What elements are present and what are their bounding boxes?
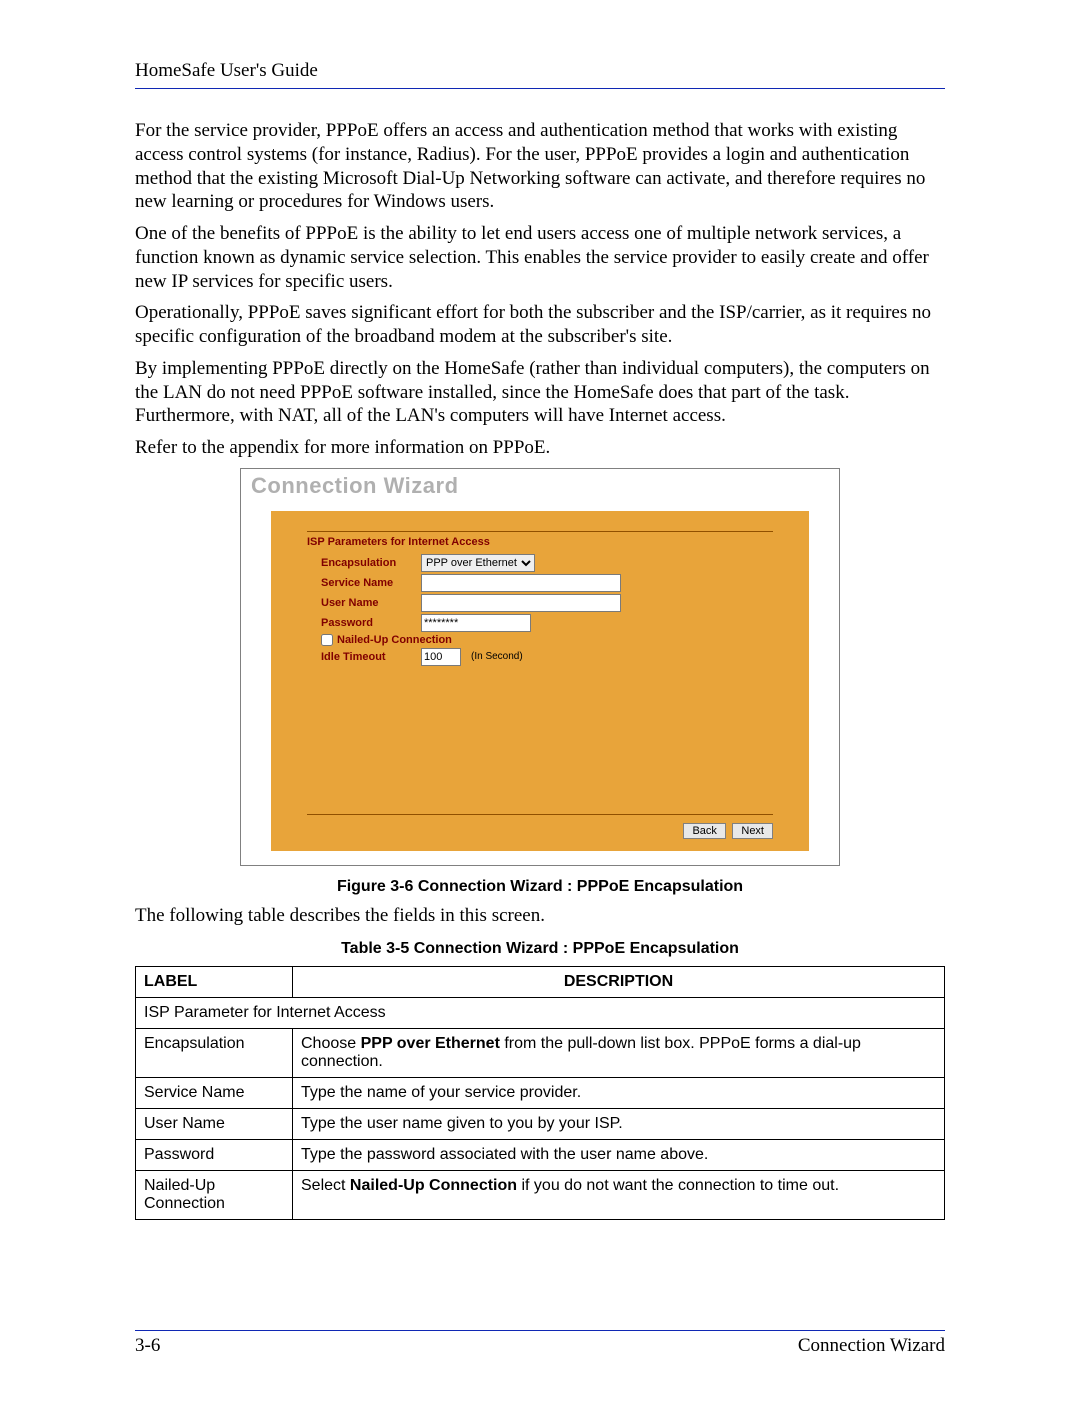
paragraph-2: One of the benefits of PPPoE is the abil…: [135, 222, 945, 293]
isp-section-heading: ISP Parameters for Internet Access: [307, 531, 773, 548]
encapsulation-label: Encapsulation: [321, 557, 421, 569]
user-name-label: User Name: [321, 597, 421, 609]
connection-wizard-screenshot: Connection Wizard ISP Parameters for Int…: [240, 468, 840, 866]
table-header-description: DESCRIPTION: [293, 966, 945, 997]
footer-section: Connection Wizard: [798, 1335, 945, 1357]
back-button[interactable]: Back: [683, 823, 725, 839]
nailed-up-label: Nailed-Up Connection: [337, 634, 452, 646]
user-name-input[interactable]: [421, 594, 621, 612]
table-row: Password Type the password associated wi…: [136, 1139, 945, 1170]
wizard-title: Connection Wizard: [241, 469, 839, 501]
figure-caption: Figure 3-6 Connection Wizard : PPPoE Enc…: [135, 878, 945, 896]
page-header: HomeSafe User's Guide: [135, 60, 945, 89]
table-row: Encapsulation Choose PPP over Ethernet f…: [136, 1028, 945, 1077]
table-row: User Name Type the user name given to yo…: [136, 1108, 945, 1139]
paragraph-1: For the service provider, PPPoE offers a…: [135, 119, 945, 214]
after-figure-text: The following table describes the fields…: [135, 904, 945, 928]
idle-timeout-input[interactable]: [421, 648, 461, 666]
nailed-up-checkbox[interactable]: [321, 634, 333, 646]
paragraph-3: Operationally, PPPoE saves significant e…: [135, 301, 945, 349]
table-caption: Table 3-5 Connection Wizard : PPPoE Enca…: [135, 940, 945, 958]
service-name-input[interactable]: [421, 574, 621, 592]
paragraph-5: Refer to the appendix for more informati…: [135, 436, 945, 460]
service-name-label: Service Name: [321, 577, 421, 589]
password-label: Password: [321, 617, 421, 629]
table-row: Nailed-Up Connection Select Nailed-Up Co…: [136, 1170, 945, 1219]
table-span-row: ISP Parameter for Internet Access: [136, 997, 945, 1028]
next-button[interactable]: Next: [732, 823, 773, 839]
idle-timeout-label: Idle Timeout: [321, 651, 421, 663]
paragraph-4: By implementing PPPoE directly on the Ho…: [135, 357, 945, 428]
table-header-label: LABEL: [136, 966, 293, 997]
table-row: Service Name Type the name of your servi…: [136, 1077, 945, 1108]
idle-timeout-unit: (In Second): [471, 651, 523, 662]
footer-page-number: 3-6: [135, 1335, 160, 1357]
encapsulation-select[interactable]: PPP over Ethernet: [421, 554, 535, 572]
description-table: LABEL DESCRIPTION ISP Parameter for Inte…: [135, 966, 945, 1220]
password-input[interactable]: [421, 614, 531, 632]
